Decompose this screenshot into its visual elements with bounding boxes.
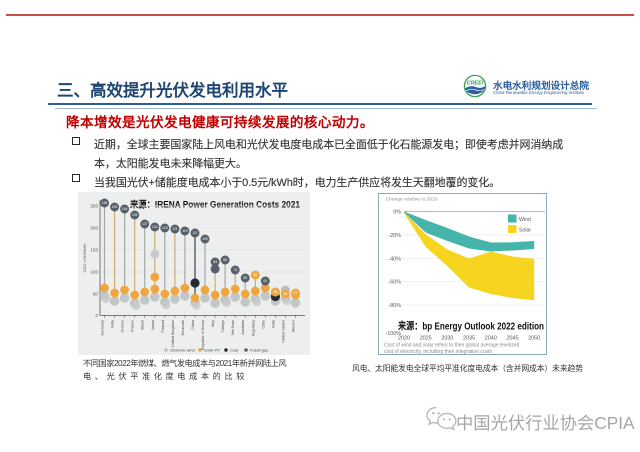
svg-text:United States: United States — [281, 320, 285, 343]
svg-text:2022 USD/MWh: 2022 USD/MWh — [82, 244, 87, 273]
svg-text:2035: 2035 — [463, 336, 475, 342]
svg-text:109: 109 — [202, 237, 208, 241]
svg-text:100: 100 — [90, 270, 98, 275]
svg-text:85: 85 — [223, 258, 227, 262]
svg-text:Onshore wind: Onshore wind — [170, 348, 195, 353]
svg-text:83: 83 — [213, 260, 217, 264]
svg-text:74: 74 — [233, 268, 237, 272]
svg-text:200: 200 — [90, 226, 98, 231]
svg-text:cost of electricity, including: cost of electricity, including their int… — [384, 349, 493, 355]
svg-text:-40%: -40% — [388, 256, 401, 262]
svg-text:0: 0 — [95, 313, 98, 318]
svg-text:Denmark: Denmark — [181, 320, 185, 336]
svg-text:127: 127 — [142, 222, 148, 226]
svg-text:India: India — [111, 319, 115, 328]
svg-text:Mexico: Mexico — [292, 320, 296, 332]
svg-text:0%: 0% — [393, 210, 401, 216]
svg-text:France: France — [131, 320, 135, 332]
svg-text:Fossil gas: Fossil gas — [250, 348, 268, 353]
svg-text:-60%: -60% — [388, 280, 401, 286]
svg-text:119: 119 — [182, 229, 187, 233]
svg-text:48: 48 — [274, 290, 278, 294]
svg-text:2020: 2020 — [398, 336, 410, 342]
svg-text:46: 46 — [284, 292, 288, 296]
svg-text:CREEI: CREEI — [467, 80, 484, 86]
svg-text:2040: 2040 — [485, 336, 497, 342]
svg-text:65: 65 — [243, 276, 247, 280]
svg-text:Coal: Coal — [230, 348, 238, 353]
svg-text:68: 68 — [253, 273, 257, 277]
svg-text:2025: 2025 — [420, 336, 432, 342]
svg-text:250: 250 — [90, 204, 98, 209]
svg-text:123: 123 — [162, 226, 168, 230]
svg-text:124: 124 — [152, 225, 158, 229]
svg-text:2030: 2030 — [441, 336, 453, 342]
svg-text:150: 150 — [90, 248, 98, 253]
svg-text:Viet Nam: Viet Nam — [231, 320, 235, 336]
svg-text:Finland: Finland — [161, 320, 165, 332]
svg-text:-100%: -100% — [385, 331, 401, 337]
svg-text:Change relative to 2019: Change relative to 2019 — [386, 196, 438, 202]
svg-text:2050: 2050 — [528, 336, 540, 342]
svg-text:China: China — [191, 319, 195, 330]
svg-text:Greece: Greece — [121, 320, 125, 332]
svg-text:146: 146 — [122, 207, 128, 211]
svg-text:2045: 2045 — [507, 336, 519, 342]
svg-text:来源：IRENA Power Generation Cost: 来源：IRENA Power Generation Costs 2021 — [129, 199, 300, 210]
svg-text:121: 121 — [172, 227, 178, 231]
svg-text:Japan: Japan — [151, 320, 155, 330]
svg-text:来源：bp Energy Outlook 2022 edit: 来源：bp Energy Outlook 2022 edition — [397, 320, 544, 333]
svg-text:-80%: -80% — [388, 303, 401, 309]
svg-text:India: India — [271, 319, 275, 328]
svg-text:Solar PV: Solar PV — [204, 348, 220, 353]
svg-text:117: 117 — [192, 231, 197, 235]
svg-text:Chile: Chile — [261, 320, 265, 329]
svg-text:Cost of wind and solar refers: Cost of wind and solar refers to their g… — [384, 343, 520, 349]
svg-text:139: 139 — [132, 213, 138, 217]
svg-text:153: 153 — [112, 205, 118, 209]
svg-text:Wind: Wind — [519, 217, 531, 223]
svg-text:Argentina: Argentina — [251, 319, 255, 336]
svg-text:Türkiye: Türkiye — [221, 320, 225, 332]
svg-text:Solar: Solar — [519, 228, 531, 234]
svg-text:50: 50 — [93, 292, 99, 297]
svg-text:-20%: -20% — [388, 233, 401, 239]
svg-text:Republic of Korea: Republic of Korea — [201, 319, 205, 350]
svg-text:61: 61 — [263, 279, 267, 283]
svg-text:Germany: Germany — [101, 320, 105, 336]
svg-text:United Kingdom: United Kingdom — [171, 320, 175, 347]
svg-text:159: 159 — [102, 201, 108, 205]
svg-text:Italy: Italy — [211, 320, 215, 327]
svg-text:Australia: Australia — [241, 319, 245, 335]
svg-text:47: 47 — [294, 291, 298, 295]
svg-text:Brazil: Brazil — [141, 320, 145, 330]
